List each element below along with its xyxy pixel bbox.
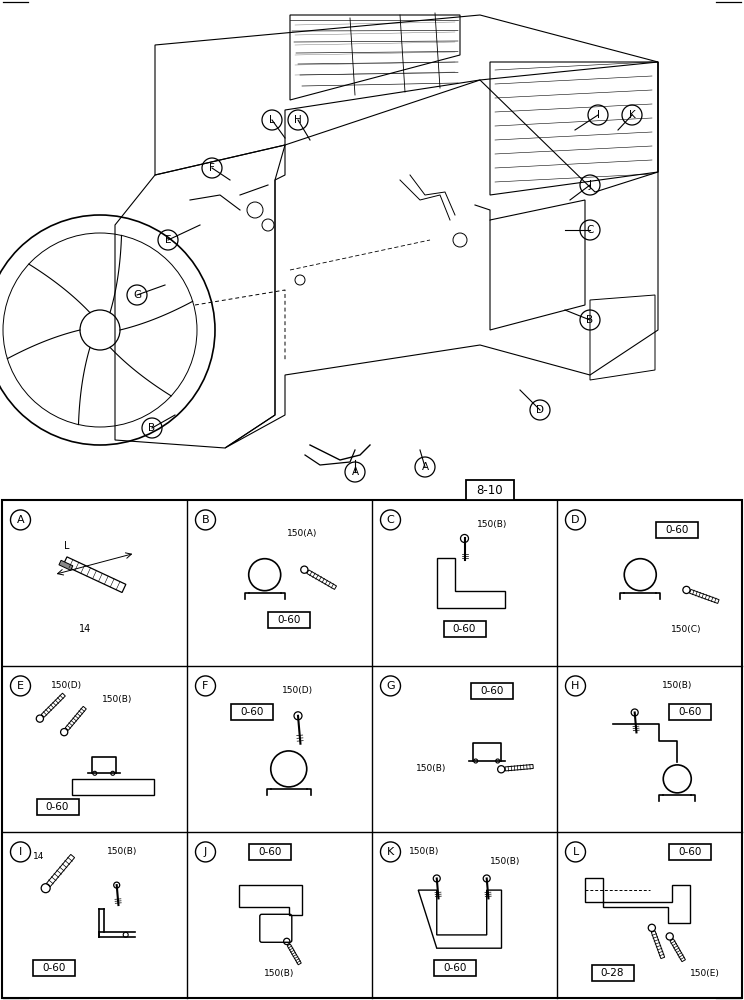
Text: 0-60: 0-60 [679,847,702,857]
Text: 0-60: 0-60 [277,615,301,625]
Text: 0-60: 0-60 [679,707,702,717]
Text: 150(B): 150(B) [408,847,439,856]
Bar [268,612,310,628]
Text: K: K [629,110,635,120]
Text: J: J [589,180,591,190]
Text: B: B [202,515,209,525]
Text: 150(B): 150(B) [107,847,138,856]
Text: E: E [164,235,171,245]
Text: 14: 14 [79,624,92,634]
Text: K: K [387,847,394,857]
Text: B: B [149,423,155,433]
Text: A: A [351,467,359,477]
Text: F: F [202,681,208,691]
Text: 0-60: 0-60 [666,525,689,535]
Text: L: L [269,115,275,125]
Text: J: J [204,847,207,857]
Text: G: G [386,681,395,691]
Text: 0-60: 0-60 [240,707,263,717]
Bar [669,844,711,860]
Text: 150(E): 150(E) [690,969,720,978]
Bar [2,500,742,998]
Text: C: C [387,515,394,525]
Text: 150(D): 150(D) [51,681,83,690]
Text: 150(B): 150(B) [662,681,693,690]
Text: 0-60: 0-60 [259,847,282,857]
Text: 150(B): 150(B) [101,695,132,704]
Bar [466,480,514,500]
Text: D: D [571,515,580,525]
Text: D: D [536,405,544,415]
Text: 14: 14 [33,852,45,861]
Text: 8-10: 8-10 [477,484,503,496]
Text: 150(D): 150(D) [283,686,313,695]
Text: 150(B): 150(B) [264,969,295,978]
Bar [59,560,73,570]
Text: 0-60: 0-60 [443,963,467,973]
Bar [471,683,513,699]
Bar [656,522,699,538]
Text: F: F [209,163,215,173]
Text: H: H [294,115,302,125]
Text: 150(B): 150(B) [416,764,446,773]
Bar [591,965,633,981]
Bar [36,799,79,815]
Bar [434,960,476,976]
Text: H: H [571,681,580,691]
Text: A: A [16,515,25,525]
Text: 0-28: 0-28 [600,968,624,978]
Text: 0-60: 0-60 [481,686,504,696]
Bar [33,960,75,976]
Text: I: I [597,110,600,120]
Text: G: G [133,290,141,300]
Bar [249,844,291,860]
Text: I: I [19,847,22,857]
Text: B: B [586,315,594,325]
Text: A: A [421,462,429,472]
Text: 150(B): 150(B) [477,520,507,529]
Bar [231,704,273,720]
Text: 0-60: 0-60 [42,963,65,973]
Text: 150(C): 150(C) [671,625,702,634]
Text: 0-60: 0-60 [453,624,476,634]
Text: L: L [64,541,69,551]
Text: 150(B): 150(B) [490,857,520,866]
Text: 150(A): 150(A) [286,529,317,538]
Text: 0-60: 0-60 [46,802,69,812]
Text: C: C [586,225,594,235]
Bar [443,621,486,637]
Bar [669,704,711,720]
Text: L: L [572,847,579,857]
Text: E: E [17,681,24,691]
